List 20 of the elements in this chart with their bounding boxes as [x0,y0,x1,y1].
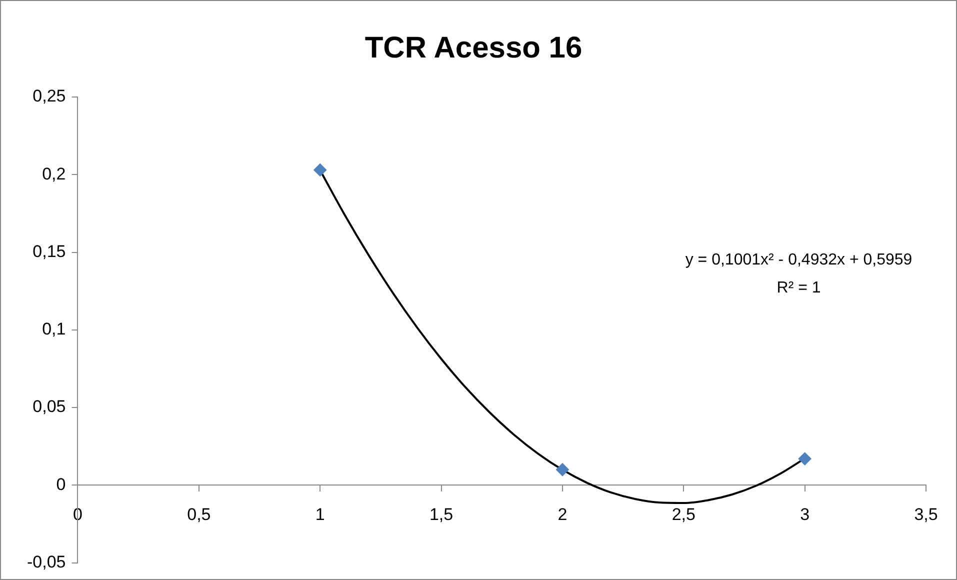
y-tick-label: 0,05 [32,397,66,416]
point [314,163,327,176]
y-tick-label: 0,2 [42,164,66,184]
x-tick-label: 1,5 [429,505,454,524]
x-tick-label: 0,5 [187,505,211,524]
y-tick-label: 0,25 [32,86,66,106]
annotation: R² = 1 [776,279,821,296]
y-tick-label: 0 [56,474,66,494]
x-tick-label: 3,5 [914,505,938,524]
point [556,463,569,476]
point [798,452,812,466]
y-tick-label: -0,05 [27,552,66,572]
y-tick-label: 0,1 [42,320,66,339]
chart-title: TCR Acesso 16 [364,31,582,64]
x-tick-label: 3 [800,505,810,524]
x-tick-label: 2,5 [672,505,696,524]
y-tick-label: 0,15 [32,242,66,261]
x-tick-label: 2 [558,505,568,524]
annotation: y = 0,1001x² - 0,4932x + 0,5959 [685,251,912,268]
x-tick-label: 1 [315,505,325,524]
